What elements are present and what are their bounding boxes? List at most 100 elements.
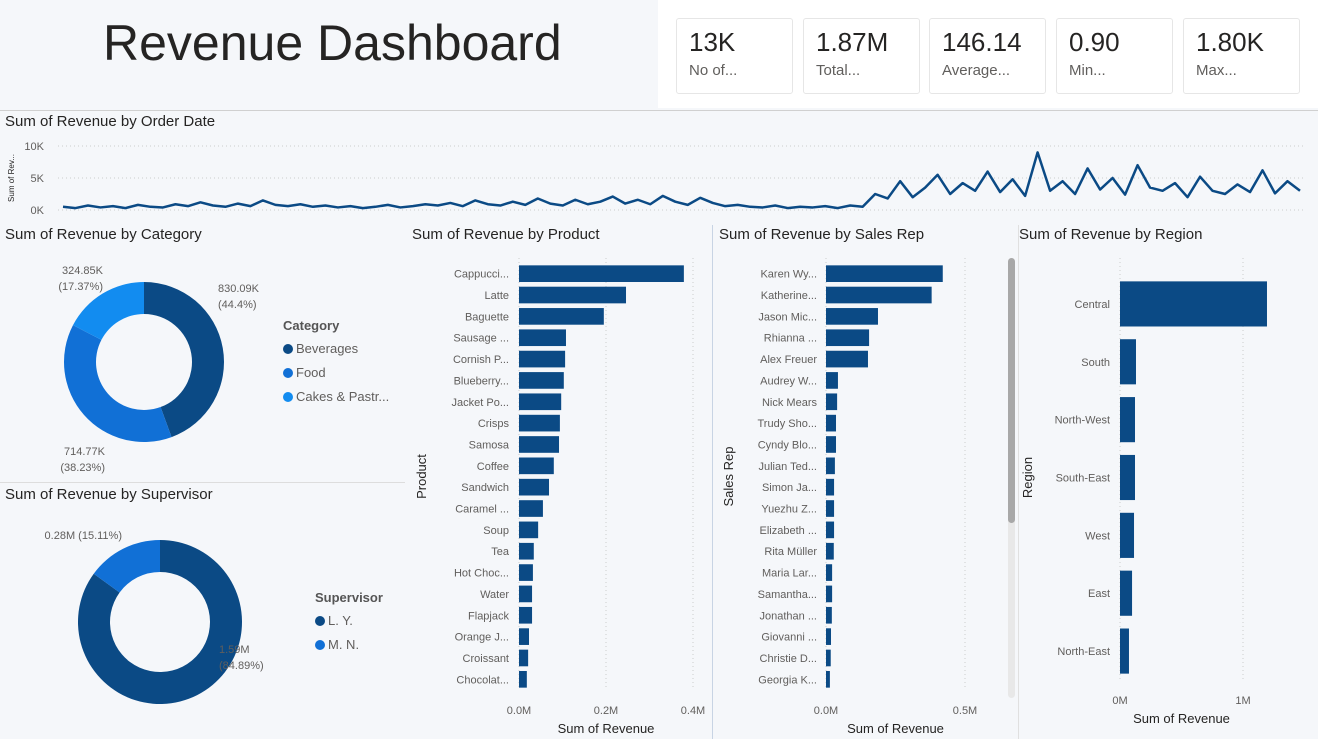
divider — [1018, 225, 1019, 739]
category-label: Yuezhu Z... — [761, 504, 817, 516]
bar — [826, 457, 835, 475]
category-label: South — [1081, 357, 1110, 369]
bar — [519, 414, 560, 432]
category-label: Blueberry... — [454, 375, 509, 387]
x-axis-label: Sum of Revenue — [1133, 711, 1230, 726]
supervisor-donut-chart[interactable]: 1.59M (84.89%) 0.28M (15.11%) — [0, 510, 410, 739]
x-tick-label: 0.2M — [594, 705, 618, 717]
x-tick-label: 0M — [1112, 695, 1127, 707]
bar — [1120, 454, 1136, 501]
category-label: Audrey W... — [760, 375, 817, 387]
kpi-card-count[interactable]: 13K No of... — [676, 18, 793, 94]
bar — [519, 606, 533, 624]
bar — [826, 478, 835, 496]
legend-dot-icon — [283, 391, 293, 402]
bar — [826, 393, 838, 411]
line-chart[interactable]: 0K 5K 10K Sum of Rev... — [0, 135, 1318, 220]
category-label: Elizabeth ... — [760, 525, 817, 537]
kpi-panel: 13K No of... 1.87M Total... 146.14 Average.… — [658, 0, 1318, 108]
bar — [519, 478, 550, 496]
kpi-label: No of... — [689, 62, 738, 79]
divider — [0, 110, 1318, 111]
kpi-card-max[interactable]: 1.80K Max... — [1183, 18, 1300, 94]
bar — [519, 521, 539, 539]
x-tick-label: 0.0M — [507, 705, 531, 717]
line-chart-title: Sum of Revenue by Order Date — [5, 113, 216, 130]
bar — [826, 436, 837, 453]
bar — [826, 670, 830, 688]
category-label: Samantha... — [758, 589, 817, 601]
bar — [519, 372, 564, 389]
x-tick-label: 1M — [1235, 695, 1250, 707]
category-label: Central — [1075, 299, 1110, 311]
bar — [826, 286, 932, 304]
supervisor-chart-title: Sum of Revenue by Supervisor — [5, 486, 213, 503]
category-label: Flapjack — [468, 610, 509, 622]
legend-item-beverages[interactable]: Beverages — [283, 341, 389, 356]
category-label: South-East — [1056, 473, 1110, 485]
kpi-value: 1.80K — [1196, 27, 1264, 57]
kpi-label: Max... — [1196, 62, 1237, 79]
category-label: Sausage ... — [453, 333, 509, 345]
legend-dot-icon — [283, 343, 293, 354]
kpi-card-min[interactable]: 0.90 Min... — [1056, 18, 1173, 94]
scrollbar-thumb[interactable] — [1008, 258, 1015, 523]
legend-label: M. N. — [328, 637, 360, 652]
region-bar-chart[interactable]: 0M 1M Central South North-West South-East West… — [1019, 250, 1318, 739]
bar — [1120, 281, 1267, 327]
legend-item-mn[interactable]: M. N. — [315, 637, 383, 652]
x-axis-label: Sum of Revenue — [558, 721, 655, 736]
legend-item-ly[interactable]: L. Y. — [315, 613, 383, 628]
legend-item-food[interactable]: Food — [283, 365, 389, 380]
legend-title: Supervisor — [315, 590, 383, 605]
data-label: 0.28M (15.11%) — [45, 530, 122, 542]
bar — [826, 308, 878, 325]
y-tick-label: 0K — [31, 205, 45, 217]
data-label: 830.09K — [218, 283, 260, 295]
kpi-card-total[interactable]: 1.87M Total... — [803, 18, 920, 94]
category-label: Cappucci... — [454, 269, 509, 281]
y-axis-label: Region — [1020, 457, 1035, 498]
legend-dot-icon — [283, 367, 293, 378]
bar — [519, 628, 530, 645]
bar — [519, 436, 560, 453]
bar — [519, 542, 534, 560]
sales-rep-bar-chart[interactable]: 0.0M 0.5M Karen Wy... Katherine... Jason Mic… — [713, 250, 1013, 739]
bar — [519, 350, 566, 368]
legend-label: Beverages — [296, 341, 359, 356]
bar — [1120, 570, 1133, 616]
scrollbar-track[interactable] — [1008, 258, 1015, 698]
kpi-value: 13K — [689, 27, 736, 57]
category-label: Karen Wy... — [760, 269, 817, 281]
data-label-percent: (38.23%) — [60, 462, 105, 474]
x-tick-label: 0.4M — [681, 705, 705, 717]
data-label: 714.77K — [64, 446, 106, 458]
bar — [1120, 628, 1129, 674]
y-axis-label: Product — [414, 454, 429, 499]
product-bar-chart[interactable]: 0.0M 0.2M 0.4M Cappucci... Latte Baguette Saus… — [405, 250, 710, 739]
category-donut-chart[interactable]: 830.09K (44.4%) 714.77K (38.23%) 324.85K (17.… — [0, 250, 410, 480]
legend-item-cakes[interactable]: Cakes & Pastr... — [283, 389, 389, 404]
category-label: Crisps — [478, 418, 510, 430]
kpi-card-average[interactable]: 146.14 Average... — [929, 18, 1046, 94]
category-label: Soup — [483, 525, 509, 537]
y-tick-label: 10K — [24, 141, 44, 153]
category-label: Sandwich — [461, 482, 509, 494]
legend-title: Category — [283, 318, 340, 333]
bar — [519, 649, 529, 667]
category-label: Hot Choc... — [454, 568, 509, 580]
donut-slice — [73, 282, 144, 340]
bar — [826, 500, 835, 517]
bar — [519, 500, 543, 517]
data-label: 324.85K — [62, 265, 104, 277]
y-axis-label: Sum of Rev... — [7, 154, 16, 202]
y-axis-label: Sales Rep — [721, 447, 736, 507]
kpi-value: 0.90 — [1069, 27, 1120, 57]
page-title: Revenue Dashboard — [103, 15, 562, 71]
category-label: Cornish P... — [453, 354, 509, 366]
bar — [1120, 397, 1136, 443]
bar — [826, 585, 833, 603]
sales-rep-chart-title: Sum of Revenue by Sales Rep — [719, 226, 925, 243]
category-label: East — [1088, 588, 1110, 600]
bar — [826, 628, 832, 645]
